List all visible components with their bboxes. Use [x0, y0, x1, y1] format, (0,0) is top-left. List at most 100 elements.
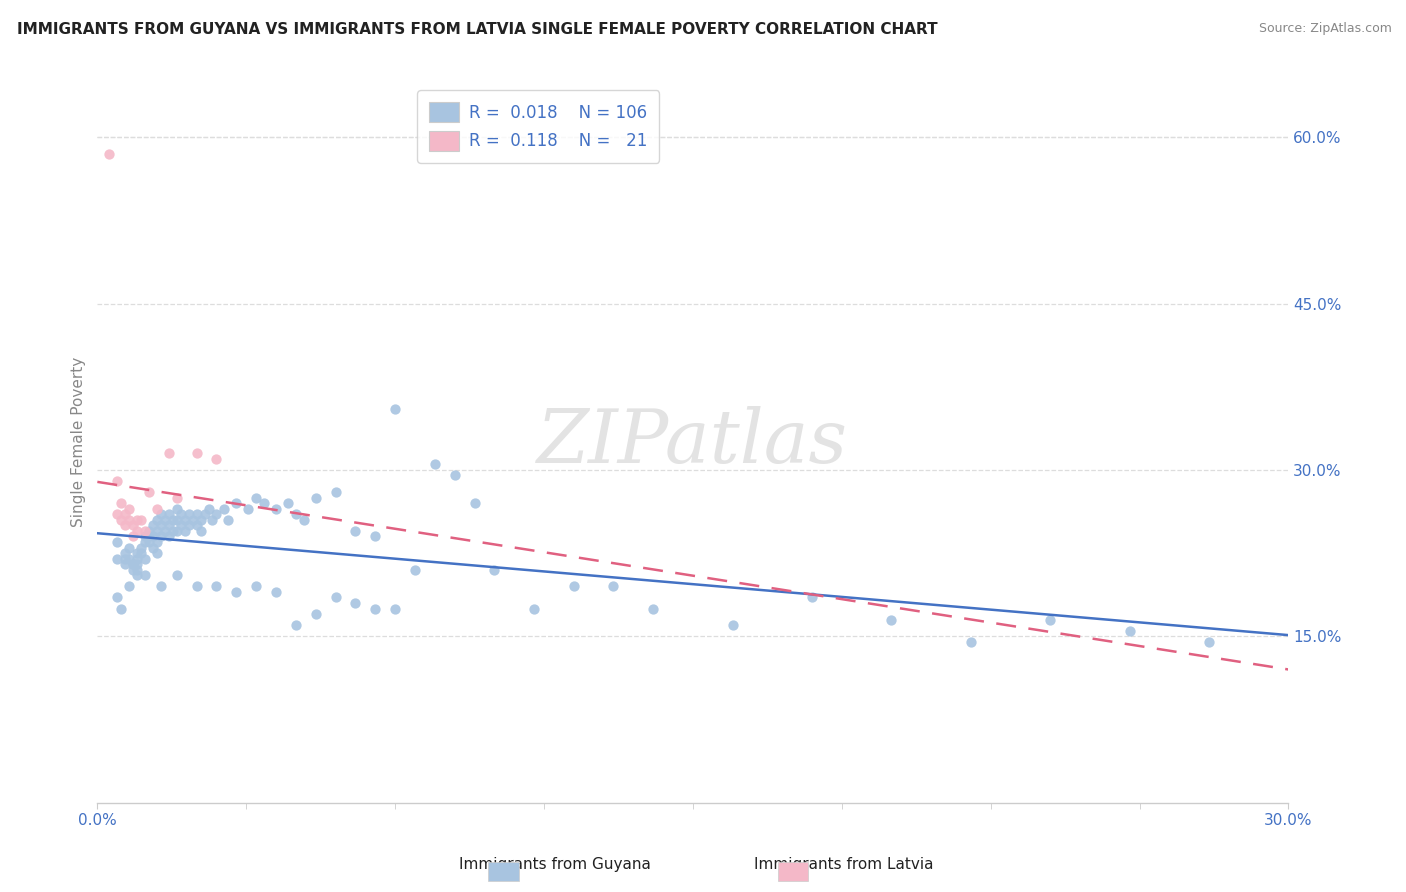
Point: [142, 518, 165, 533]
Point: [344, 524, 367, 538]
Point: [602, 579, 624, 593]
Text: Immigrants from Latvia: Immigrants from Latvia: [754, 857, 934, 872]
Point: [166, 491, 188, 505]
Point: [201, 513, 224, 527]
Point: [238, 501, 260, 516]
Point: [173, 524, 195, 538]
Point: [110, 601, 132, 615]
Point: [1039, 613, 1062, 627]
Point: [170, 518, 193, 533]
Point: [122, 518, 145, 533]
Point: [305, 491, 328, 505]
Point: [217, 513, 239, 527]
Point: [364, 601, 387, 615]
Point: [110, 513, 132, 527]
Point: [105, 474, 128, 488]
Point: [225, 585, 247, 599]
Point: [721, 618, 744, 632]
Point: [118, 513, 141, 527]
Point: [125, 568, 148, 582]
Point: [125, 551, 148, 566]
Point: [197, 501, 219, 516]
Point: [186, 508, 208, 522]
Point: [105, 591, 128, 605]
Point: [125, 513, 148, 527]
Point: [138, 485, 160, 500]
Point: [98, 147, 121, 161]
Point: [1198, 634, 1220, 648]
Point: [284, 618, 307, 632]
Point: [225, 496, 247, 510]
Point: [162, 513, 184, 527]
Point: [157, 529, 180, 543]
Text: ZIPatlas: ZIPatlas: [537, 406, 848, 478]
Text: Source: ZipAtlas.com: Source: ZipAtlas.com: [1258, 22, 1392, 36]
Point: [134, 524, 156, 538]
Point: [134, 568, 156, 582]
Point: [153, 513, 176, 527]
Point: [284, 508, 307, 522]
Point: [245, 491, 267, 505]
Point: [125, 557, 148, 571]
Point: [264, 501, 287, 516]
Point: [146, 535, 169, 549]
Point: [146, 513, 169, 527]
Point: [129, 513, 152, 527]
Point: [114, 546, 136, 560]
Point: [125, 524, 148, 538]
Point: [166, 524, 188, 538]
Legend: R =  0.018    N = 106, R =  0.118    N =   21: R = 0.018 N = 106, R = 0.118 N = 21: [418, 90, 659, 162]
Point: [277, 496, 299, 510]
Point: [105, 508, 128, 522]
Point: [138, 535, 160, 549]
Point: [129, 541, 152, 555]
Point: [122, 557, 145, 571]
Point: [166, 501, 188, 516]
Point: [880, 613, 903, 627]
Point: [138, 529, 160, 543]
Point: [801, 591, 824, 605]
Point: [118, 501, 141, 516]
Point: [190, 513, 212, 527]
Point: [142, 529, 165, 543]
Point: [153, 524, 176, 538]
Point: [166, 568, 188, 582]
Point: [157, 508, 180, 522]
Point: [118, 541, 141, 555]
Point: [193, 508, 215, 522]
Point: [166, 513, 188, 527]
Point: [138, 524, 160, 538]
Point: [149, 518, 172, 533]
Point: [186, 579, 208, 593]
Point: [643, 601, 665, 615]
Point: [1118, 624, 1140, 638]
Point: [125, 546, 148, 560]
Point: [245, 579, 267, 593]
Point: [134, 535, 156, 549]
Point: [157, 518, 180, 533]
Point: [562, 579, 585, 593]
Point: [105, 535, 128, 549]
Point: [484, 563, 506, 577]
Point: [423, 458, 446, 472]
Point: [177, 508, 200, 522]
Point: [110, 496, 132, 510]
Point: [384, 601, 406, 615]
Point: [114, 551, 136, 566]
Point: [122, 563, 145, 577]
Point: [181, 513, 204, 527]
Point: [253, 496, 276, 510]
Point: [344, 596, 367, 610]
Point: [162, 524, 184, 538]
Point: [404, 563, 426, 577]
Point: [214, 501, 236, 516]
Point: [325, 591, 347, 605]
Point: [325, 485, 347, 500]
Point: [464, 496, 486, 510]
Point: [443, 468, 465, 483]
Point: [959, 634, 981, 648]
Text: IMMIGRANTS FROM GUYANA VS IMMIGRANTS FROM LATVIA SINGLE FEMALE POVERTY CORRELATI: IMMIGRANTS FROM GUYANA VS IMMIGRANTS FRO…: [17, 22, 938, 37]
Point: [134, 551, 156, 566]
Point: [264, 585, 287, 599]
Point: [114, 518, 136, 533]
